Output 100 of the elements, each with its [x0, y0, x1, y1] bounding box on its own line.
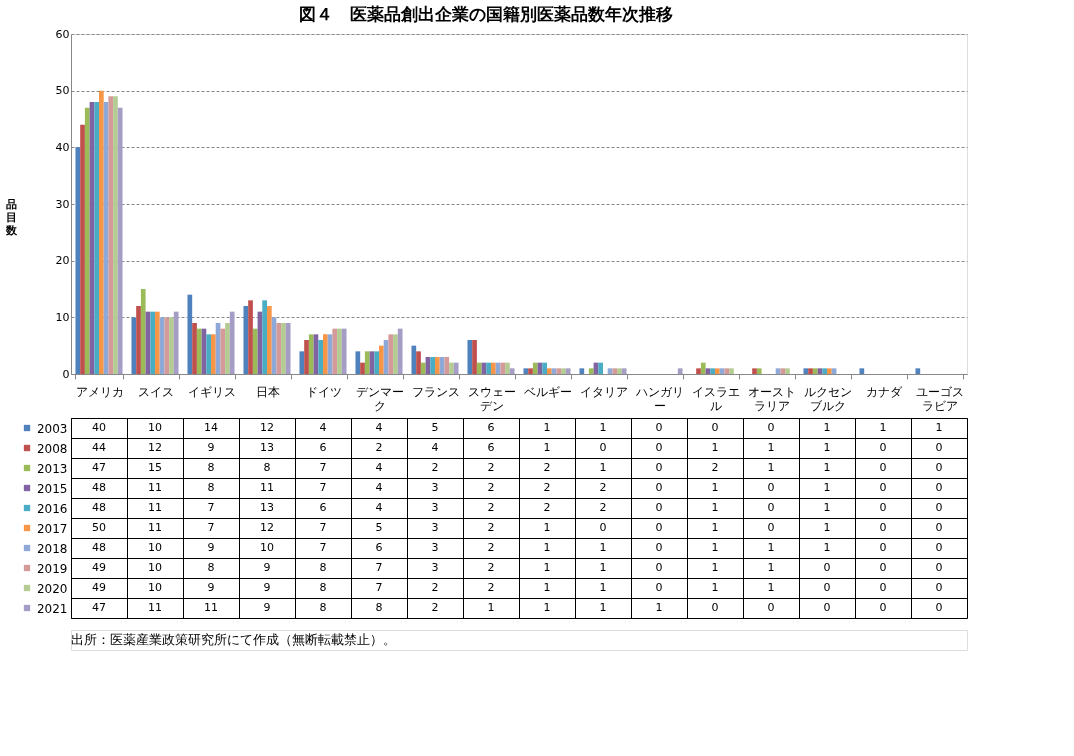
bar [430, 357, 435, 374]
data-label: 0 [823, 581, 831, 594]
data-label: 2 [431, 581, 439, 594]
data-label: 0 [823, 561, 831, 574]
y-tick-label: 20 [55, 254, 70, 268]
x-tick-label: イギリス [187, 384, 236, 399]
data-label: 4 [375, 461, 383, 474]
data-label: 10 [148, 561, 162, 574]
data-label: 10 [148, 421, 162, 434]
data-label: 9 [207, 581, 215, 594]
data-label: 2 [431, 461, 439, 474]
legend-label: 2003 [36, 421, 68, 436]
bar [196, 328, 202, 374]
data-label: 48 [92, 501, 106, 514]
bar [561, 368, 566, 374]
data-label: 48 [92, 481, 106, 494]
x-tick-label: 日本 [255, 384, 280, 399]
legend-label: 2021 [36, 601, 68, 616]
x-tick-label: ルクセンブルク [803, 384, 852, 413]
x-tick-label: イスラエル [691, 384, 740, 413]
data-label: 1 [599, 541, 607, 554]
bar [299, 351, 305, 374]
y-tick-label: 50 [55, 84, 70, 98]
data-label: 0 [655, 561, 663, 574]
data-label: 9 [263, 561, 271, 574]
bar [588, 368, 594, 374]
data-label: 3 [431, 521, 439, 534]
bar [225, 323, 230, 374]
data-label: 1 [823, 521, 831, 534]
bar [752, 368, 757, 374]
x-tick-label: ドイツ [305, 384, 342, 399]
data-label: 44 [92, 441, 106, 454]
data-label: 0 [655, 461, 663, 474]
bar [710, 368, 715, 374]
data-label: 1 [823, 541, 831, 554]
data-label: 0 [655, 481, 663, 494]
data-label: 0 [879, 521, 887, 534]
bar [281, 323, 286, 374]
data-label: 1 [543, 561, 551, 574]
data-label: 2 [543, 501, 551, 514]
bar [435, 357, 440, 374]
data-label: 0 [935, 461, 943, 474]
bar [243, 306, 249, 374]
data-label: 10 [148, 541, 162, 554]
bar [75, 147, 81, 374]
y-axis-title: 品目数 [5, 197, 18, 237]
bar [612, 368, 618, 374]
data-label: 1 [711, 501, 719, 514]
bar [715, 368, 720, 374]
x-tick-label: アメリカ [75, 384, 124, 399]
data-label: 0 [655, 421, 663, 434]
data-label: 11 [260, 481, 274, 494]
data-label: 3 [431, 541, 439, 554]
data-label: 12 [260, 421, 274, 434]
data-label: 5 [375, 521, 383, 534]
legend-label: 2020 [36, 581, 68, 596]
bar [420, 362, 426, 374]
x-tick-label: ハンガリー [634, 384, 684, 413]
bar [308, 334, 314, 374]
data-label: 1 [543, 541, 551, 554]
data-label: 8 [207, 561, 215, 574]
data-label: 5 [431, 421, 439, 434]
bar [374, 351, 379, 374]
bar [169, 317, 174, 374]
bar [528, 368, 533, 374]
data-label: 1 [767, 581, 775, 594]
data-label: 2 [599, 501, 607, 514]
bar [379, 345, 384, 374]
data-label: 49 [92, 561, 106, 574]
data-label: 1 [543, 421, 551, 434]
bar [822, 368, 827, 374]
bar [248, 300, 253, 374]
bar [393, 334, 398, 374]
data-label: 6 [487, 441, 495, 454]
bar [416, 351, 421, 374]
data-label: 0 [767, 421, 775, 434]
legend-label: 2019 [36, 561, 68, 576]
bar [117, 107, 123, 374]
data-label: 1 [711, 441, 719, 454]
data-label: 2 [487, 501, 495, 514]
data-label: 49 [92, 581, 106, 594]
data-label: 8 [319, 581, 327, 594]
bar [486, 362, 491, 374]
x-tick-label: ユーゴスラビア [915, 384, 964, 413]
data-label: 2 [431, 601, 439, 614]
bar [150, 311, 155, 374]
data-label: 0 [879, 461, 887, 474]
data-label: 14 [204, 421, 218, 434]
data-label: 1 [543, 521, 551, 534]
bar [304, 340, 309, 374]
x-tick-label: カナダ [865, 384, 903, 399]
bar [206, 334, 211, 374]
bar [565, 368, 571, 374]
data-label: 4 [319, 421, 327, 434]
data-label: 1 [767, 441, 775, 454]
bar [579, 368, 585, 374]
bar [341, 328, 347, 374]
data-label: 0 [767, 521, 775, 534]
data-label: 7 [375, 581, 383, 594]
bar [397, 328, 403, 374]
